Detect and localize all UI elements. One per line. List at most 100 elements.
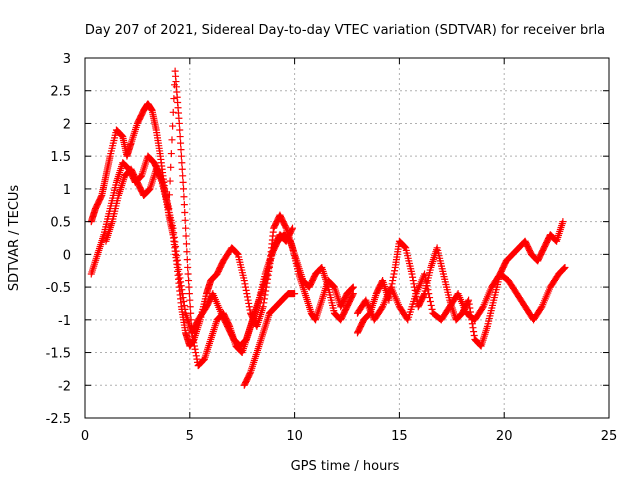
data-point-marker <box>165 191 173 199</box>
data-point-marker <box>175 265 183 273</box>
data-point-marker <box>182 232 190 240</box>
data-point-marker <box>401 243 409 251</box>
data-point-marker <box>537 304 545 312</box>
data-point-marker <box>174 261 182 269</box>
data-point-marker <box>175 119 183 127</box>
data-point-marker <box>428 305 436 313</box>
data-point-marker <box>243 290 251 298</box>
data-point-marker <box>423 282 431 290</box>
data-point-marker <box>172 247 180 255</box>
data-point-marker <box>178 290 186 298</box>
data-point-marker <box>427 301 435 309</box>
data-point-marker <box>176 133 184 141</box>
data-point-marker <box>470 332 478 340</box>
data-point-marker <box>183 256 191 264</box>
data-point-marker <box>176 274 184 282</box>
data-point-marker <box>180 301 188 309</box>
data-point-marker <box>240 277 248 285</box>
data-point-marker <box>173 256 181 264</box>
data-point-marker <box>167 163 175 171</box>
data-point-marker <box>187 316 195 324</box>
data-point-marker <box>424 286 432 294</box>
series-track-1 <box>87 100 357 350</box>
data-point-marker <box>177 146 185 154</box>
data-point-marker <box>177 152 185 160</box>
data-point-marker <box>289 224 297 232</box>
data-point-marker <box>172 243 180 251</box>
y-tick-label: 0.5 <box>50 216 71 231</box>
data-point-marker <box>184 270 192 278</box>
data-point-marker <box>189 335 197 343</box>
data-point-marker <box>177 282 185 290</box>
data-point-marker <box>170 95 178 103</box>
data-point-marker <box>403 315 411 323</box>
data-point-marker <box>245 303 253 311</box>
data-point-marker <box>465 300 473 308</box>
data-point-marker <box>466 304 474 312</box>
y-tick-label: -2 <box>58 379 71 394</box>
data-point-marker <box>469 324 477 332</box>
data-point-marker <box>185 277 193 285</box>
data-point-marker <box>184 263 192 271</box>
data-point-marker <box>246 369 254 377</box>
plot-frame <box>84 57 610 419</box>
data-point-marker <box>246 306 254 314</box>
data-point-marker <box>186 303 194 311</box>
data-point-marker <box>288 225 296 233</box>
x-tick-label: 10 <box>286 429 303 444</box>
data-point-marker <box>233 249 241 257</box>
data-point-marker <box>171 238 179 246</box>
data-point-marker <box>168 136 176 144</box>
data-point-marker <box>180 297 188 305</box>
data-point-marker <box>177 278 185 286</box>
x-tick-label: 20 <box>496 429 513 444</box>
data-point-marker <box>191 345 199 353</box>
data-point-marker <box>180 185 188 193</box>
data-point-marker <box>178 159 186 167</box>
data-point-marker <box>158 177 166 185</box>
data-point-marker <box>421 270 429 278</box>
data-point-marker <box>409 277 417 285</box>
data-point-marker <box>560 265 568 273</box>
data-points <box>87 67 569 389</box>
data-point-marker <box>233 250 241 258</box>
data-point-marker <box>259 303 267 311</box>
data-point-marker <box>426 294 434 302</box>
series-track-5 <box>353 218 567 350</box>
data-point-marker <box>378 304 386 312</box>
data-point-marker <box>422 278 430 286</box>
data-point-marker <box>190 342 198 350</box>
data-point-marker <box>178 286 186 294</box>
data-point-marker <box>192 352 200 360</box>
data-point-marker <box>181 305 189 313</box>
data-point-marker <box>426 297 434 305</box>
x-tick-labels: 0 5 10 15 20 25 <box>81 429 617 444</box>
data-point-marker <box>425 290 433 298</box>
data-point-marker <box>187 322 195 330</box>
y-tick-label: 1 <box>63 183 71 198</box>
data-point-marker <box>189 332 197 340</box>
data-point-marker <box>421 274 429 282</box>
data-point-marker <box>282 223 290 231</box>
data-point-marker <box>560 264 568 272</box>
data-point-marker <box>97 193 105 201</box>
data-point-marker <box>260 299 268 307</box>
data-point-marker <box>186 296 194 304</box>
data-point-marker <box>241 280 249 288</box>
data-point-marker <box>185 290 193 298</box>
data-point-marker <box>193 355 201 363</box>
data-point-marker <box>170 233 178 241</box>
data-point-marker <box>420 291 428 299</box>
data-point-marker <box>179 172 187 180</box>
series-track-4 <box>240 290 299 389</box>
data-point-marker <box>167 150 175 158</box>
data-point-marker <box>173 252 181 260</box>
data-point-marker <box>192 349 200 357</box>
grid-lines <box>85 58 609 418</box>
data-point-marker <box>408 270 416 278</box>
data-point-marker <box>245 299 253 307</box>
data-point-marker <box>117 131 125 139</box>
data-point-marker <box>175 270 183 278</box>
y-tick-label: 2.5 <box>50 85 71 100</box>
data-point-marker <box>176 126 184 134</box>
